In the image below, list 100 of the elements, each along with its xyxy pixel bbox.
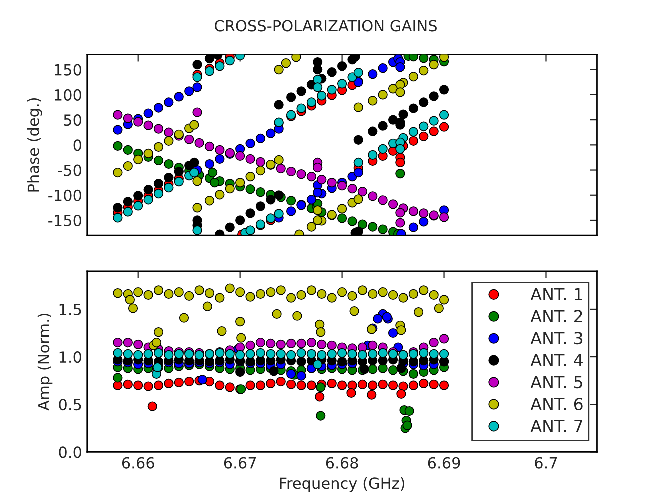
x-tick-label: 6.67 bbox=[224, 457, 256, 469]
point bbox=[439, 110, 450, 120]
point bbox=[225, 349, 235, 359]
point bbox=[368, 150, 378, 160]
point bbox=[256, 202, 266, 212]
point bbox=[192, 108, 202, 118]
point bbox=[358, 380, 368, 390]
point bbox=[123, 161, 133, 172]
point bbox=[348, 349, 358, 359]
point bbox=[256, 134, 266, 144]
point bbox=[388, 290, 398, 300]
point bbox=[125, 295, 136, 305]
point bbox=[246, 208, 256, 218]
point bbox=[327, 349, 337, 359]
point bbox=[396, 326, 406, 336]
point bbox=[154, 124, 164, 134]
point bbox=[179, 313, 190, 323]
point bbox=[225, 56, 235, 66]
point bbox=[354, 135, 364, 145]
point bbox=[419, 286, 429, 296]
point bbox=[327, 378, 337, 388]
point bbox=[266, 195, 276, 205]
point bbox=[174, 166, 184, 177]
legend-label: ANT. 1 bbox=[530, 288, 582, 301]
point bbox=[113, 168, 123, 178]
point bbox=[274, 100, 284, 110]
point bbox=[419, 54, 429, 64]
point bbox=[174, 378, 184, 388]
point bbox=[256, 289, 266, 300]
point bbox=[337, 288, 348, 298]
point bbox=[350, 306, 360, 316]
point bbox=[164, 159, 174, 170]
point bbox=[296, 380, 306, 390]
point bbox=[388, 200, 398, 210]
y-tick-label: -150 bbox=[48, 214, 82, 227]
point bbox=[306, 380, 317, 390]
point bbox=[396, 389, 406, 399]
point bbox=[388, 366, 398, 376]
point bbox=[134, 201, 144, 211]
legend-label: ANT. 7 bbox=[530, 420, 582, 432]
point bbox=[286, 206, 296, 216]
point bbox=[236, 367, 246, 378]
point bbox=[266, 288, 276, 298]
point bbox=[367, 390, 377, 400]
point bbox=[210, 178, 220, 188]
y-tick-label: 0.0 bbox=[59, 446, 82, 458]
point bbox=[123, 114, 133, 124]
point bbox=[208, 168, 218, 178]
point bbox=[313, 216, 323, 226]
point bbox=[276, 286, 286, 296]
point bbox=[274, 65, 284, 75]
point bbox=[286, 350, 296, 360]
point bbox=[419, 208, 429, 218]
point bbox=[134, 340, 144, 350]
point bbox=[134, 380, 144, 390]
point bbox=[204, 288, 215, 298]
point bbox=[198, 375, 208, 385]
point bbox=[184, 86, 194, 96]
point bbox=[316, 382, 326, 392]
legend-label: ANT. 3 bbox=[530, 332, 583, 345]
point bbox=[225, 184, 235, 194]
x-tick-label: 6.68 bbox=[326, 457, 358, 469]
point bbox=[315, 392, 325, 402]
point bbox=[164, 183, 174, 193]
point bbox=[192, 203, 202, 213]
point bbox=[246, 172, 256, 182]
point bbox=[419, 66, 429, 76]
point bbox=[317, 340, 327, 350]
point bbox=[269, 366, 279, 376]
point bbox=[337, 348, 348, 358]
x-tick-label: 6.66 bbox=[122, 457, 154, 469]
point bbox=[296, 371, 306, 381]
point bbox=[154, 142, 164, 152]
point bbox=[317, 91, 327, 101]
point bbox=[439, 85, 450, 95]
point bbox=[439, 54, 450, 62]
point bbox=[286, 293, 296, 303]
point bbox=[337, 204, 348, 214]
point bbox=[419, 122, 429, 132]
point bbox=[306, 349, 317, 359]
point bbox=[408, 104, 418, 114]
point bbox=[236, 151, 246, 162]
point bbox=[368, 222, 378, 232]
point bbox=[164, 350, 174, 360]
point bbox=[256, 188, 266, 198]
legend-label: ANT. 6 bbox=[530, 398, 583, 411]
point bbox=[306, 172, 317, 182]
y-tick-label: 150 bbox=[55, 64, 82, 76]
point bbox=[192, 72, 202, 82]
point bbox=[148, 402, 158, 412]
point bbox=[134, 154, 144, 165]
point bbox=[368, 126, 378, 136]
point bbox=[316, 411, 326, 421]
point bbox=[154, 156, 164, 166]
point bbox=[419, 378, 429, 388]
point bbox=[256, 348, 266, 358]
point bbox=[286, 196, 296, 206]
x-tick-label: 6.7 bbox=[535, 457, 558, 469]
point bbox=[154, 103, 164, 113]
point bbox=[246, 292, 256, 302]
